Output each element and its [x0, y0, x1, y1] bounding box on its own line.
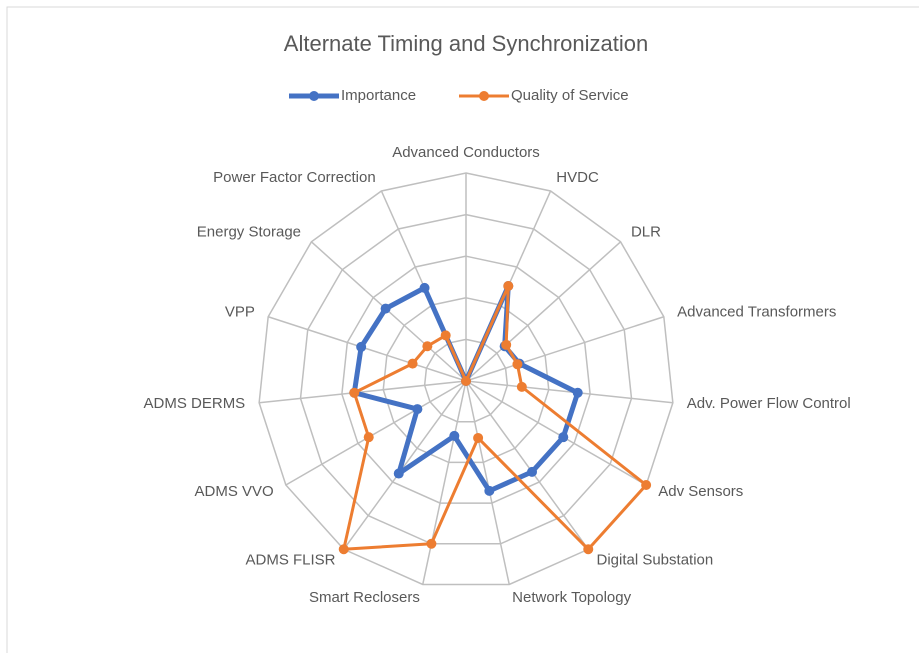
spoke — [465, 380, 647, 486]
spoke — [285, 380, 467, 486]
grid-ring — [341, 255, 591, 504]
marker — [407, 358, 418, 369]
marker — [419, 282, 430, 293]
grid-ring — [258, 172, 674, 586]
chart-title: Alternate Timing and Synchronization — [284, 31, 648, 56]
category-label: Energy Storage — [197, 223, 301, 240]
marker — [412, 404, 423, 415]
category-label: Power Factor Correction — [213, 169, 376, 186]
spoke — [465, 380, 510, 585]
marker — [449, 430, 460, 441]
spoke — [259, 380, 467, 404]
marker — [558, 432, 569, 443]
category-label: Digital Substation — [596, 552, 713, 569]
spoke — [465, 380, 673, 404]
marker — [503, 280, 514, 291]
category-label: Network Topology — [512, 589, 631, 606]
marker — [501, 339, 512, 350]
marker — [512, 359, 523, 370]
category-label: ADMS FLISR — [245, 552, 335, 569]
marker — [380, 303, 391, 314]
legend-marker — [309, 91, 319, 101]
marker — [484, 485, 495, 496]
category-label: Advanced Transformers — [677, 303, 836, 320]
marker — [349, 387, 360, 398]
category-label: HVDC — [556, 169, 599, 186]
spoke — [465, 316, 665, 382]
category-label: ADMS DERMS — [144, 395, 246, 412]
spoke — [422, 380, 467, 585]
marker — [338, 544, 349, 555]
category-label: Advanced Conductors — [392, 144, 540, 161]
marker — [356, 341, 367, 352]
series-line — [342, 284, 648, 551]
legend-label: Quality of Service — [511, 87, 629, 104]
legend-marker — [479, 91, 489, 101]
category-label: VPP — [225, 303, 255, 320]
spoke — [465, 380, 589, 550]
marker — [393, 468, 404, 479]
grid-ring — [299, 213, 633, 545]
marker — [422, 341, 433, 352]
marker — [527, 466, 538, 477]
legend-label: Importance — [341, 87, 416, 104]
category-label: DLR — [631, 223, 661, 240]
spoke — [465, 241, 622, 382]
marker — [461, 376, 471, 386]
category-label: Adv Sensors — [658, 483, 743, 500]
spoke — [267, 316, 467, 382]
marker — [440, 330, 451, 341]
spoke — [343, 380, 467, 550]
marker — [583, 544, 594, 555]
category-label: ADMS VVO — [195, 483, 274, 500]
marker — [426, 538, 437, 549]
marker — [473, 432, 484, 443]
grid-ring — [423, 338, 509, 423]
marker — [516, 381, 527, 392]
chart-border — [6, 6, 919, 653]
category-label: Adv. Power Flow Control — [687, 395, 851, 412]
marker — [572, 387, 583, 398]
marker — [641, 480, 652, 490]
marker — [363, 432, 374, 443]
category-label: Smart Reclosers — [309, 589, 420, 606]
